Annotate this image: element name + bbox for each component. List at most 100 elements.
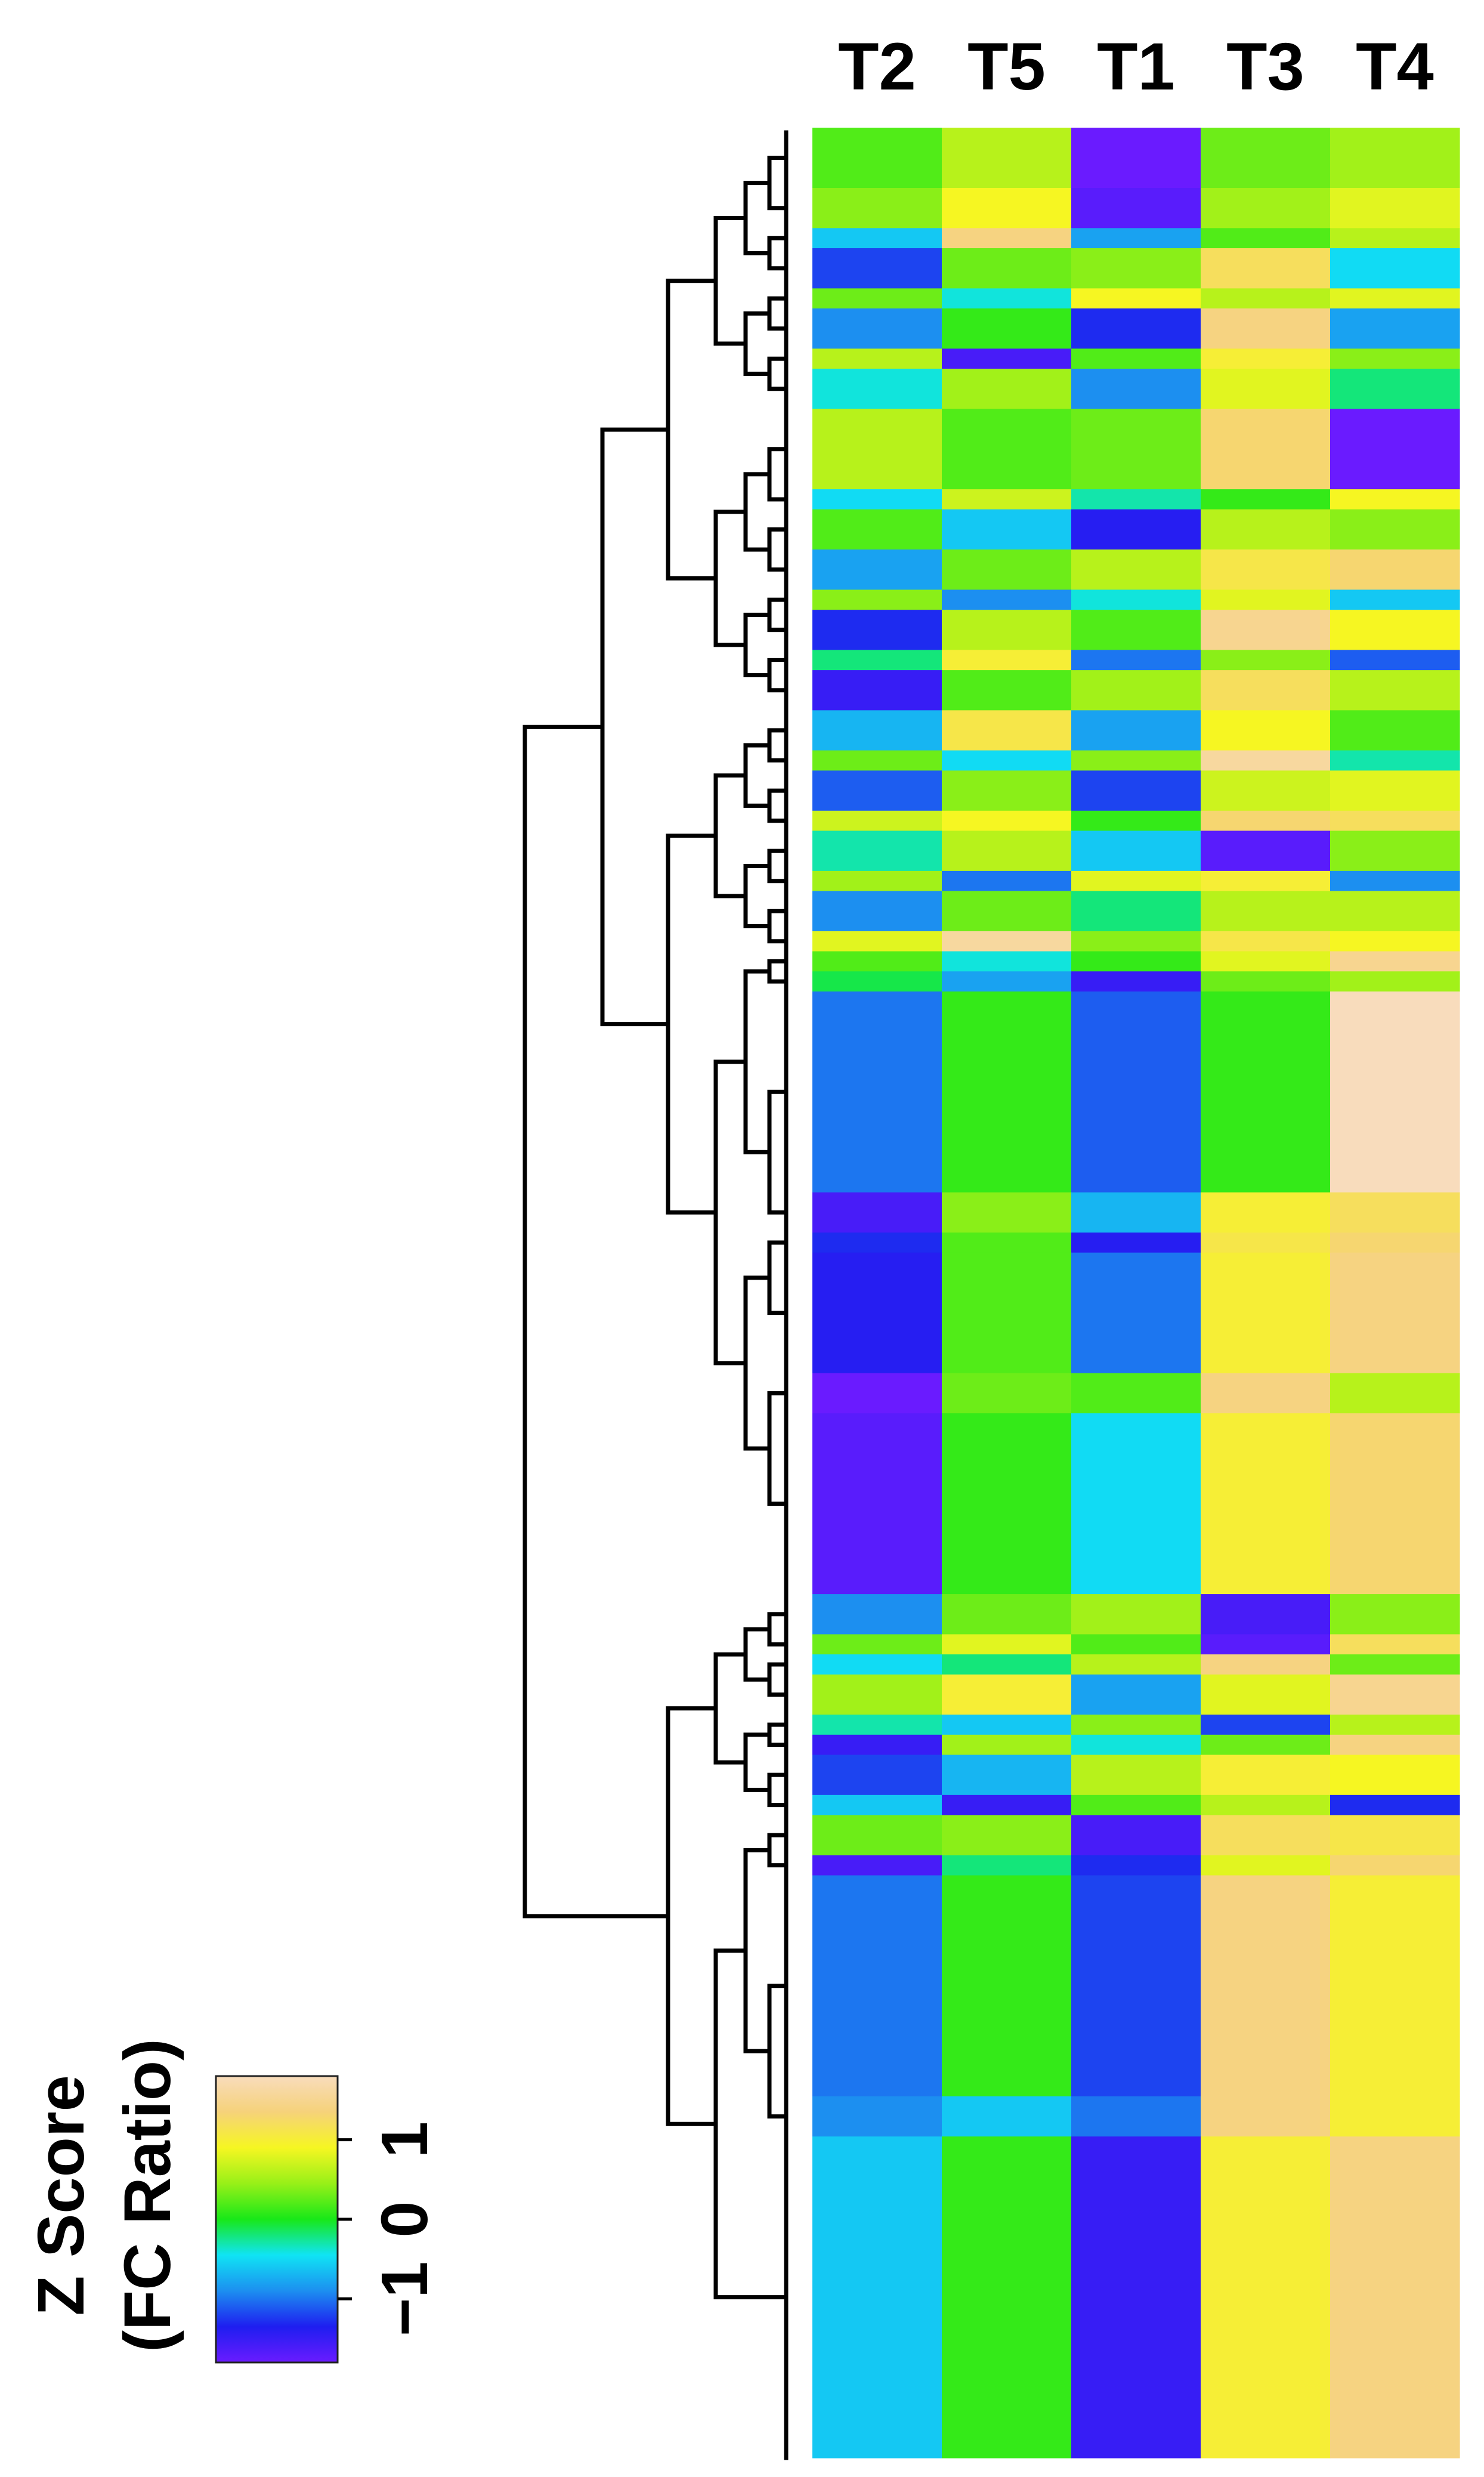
heatmap-cell (812, 288, 942, 309)
dendrogram-link (767, 1612, 789, 1647)
dendrogram-link (743, 1732, 772, 1792)
heatmap-cell (1330, 1654, 1460, 1675)
heatmap-cell (942, 1795, 1072, 1816)
heatmap-cell (1071, 750, 1201, 771)
heatmap-cell (1071, 951, 1201, 972)
heatmap-cell (1071, 509, 1201, 550)
heatmap-cell (942, 188, 1072, 228)
dendrogram-link (713, 773, 748, 898)
heatmap-cell (1071, 489, 1201, 510)
heatmap-cell (1201, 509, 1331, 550)
heatmap-cell (942, 1855, 1072, 1876)
heatmap-cell (1201, 870, 1331, 892)
heatmap-cell (1201, 971, 1331, 992)
heatmap-cell (812, 1815, 942, 1856)
heatmap-cell (812, 710, 942, 751)
dendrogram-link (743, 613, 772, 678)
heatmap-cell (942, 891, 1072, 932)
heatmap-cell (1330, 369, 1460, 410)
heatmap-cell (1330, 1855, 1460, 1876)
dendrogram-link (767, 1984, 789, 2119)
heatmap-cell (812, 2096, 942, 2137)
heatmap-cell (812, 1875, 942, 2097)
heatmap-cell (1071, 670, 1201, 711)
heatmap-cell (942, 2096, 1072, 2137)
heatmap-cell (1201, 1815, 1331, 1856)
heatmap-cell (942, 1875, 1072, 2097)
heatmap-cell (942, 409, 1072, 490)
heatmap-cell (1071, 810, 1201, 832)
heatmap-cell (1201, 810, 1331, 832)
dendrogram-link (743, 472, 772, 552)
heatmap-cell (1330, 770, 1460, 811)
heatmap-cell (1330, 710, 1460, 751)
heatmap-cell (942, 610, 1072, 651)
heatmap-cell (942, 810, 1072, 832)
dendrogram-link (767, 959, 789, 984)
heatmap-cell (1071, 1654, 1201, 1675)
heatmap-cell (1330, 1815, 1460, 1856)
heatmap-cell (942, 1373, 1072, 1414)
heatmap-cell (942, 1755, 1072, 1796)
heatmap-cell (1330, 128, 1460, 189)
dendrogram-link (767, 236, 789, 271)
heatmap-cell (1330, 228, 1460, 249)
heatmap-cell (1071, 409, 1201, 490)
heatmap-cell (1071, 1413, 1201, 1595)
heatmap-cell (812, 409, 942, 490)
heatmap-cell (942, 228, 1072, 249)
column-label-t5: T5 (967, 29, 1046, 104)
heatmap-cell (1330, 1413, 1460, 1595)
heatmap-cell (942, 1634, 1072, 1655)
heatmap-cell (942, 1413, 1072, 1595)
heatmap-cell (812, 891, 942, 932)
dendrogram-link (767, 728, 789, 763)
dendrogram-link (767, 447, 789, 502)
heatmap-cell (1201, 1795, 1331, 1816)
heatmap-cell (1201, 248, 1331, 289)
heatmap-cell (1330, 971, 1460, 992)
heatmap-cell (1330, 1192, 1460, 1233)
heatmap-cell (942, 710, 1072, 751)
heatmap-cell (1201, 770, 1331, 811)
heatmap-cell (1201, 830, 1331, 872)
heatmap-cell (942, 650, 1072, 671)
heatmap-cell (1330, 670, 1460, 711)
row-dendrogram (523, 130, 789, 2460)
heatmap-cell (1201, 1252, 1331, 1374)
heatmap-cell (1201, 1755, 1331, 1796)
heatmap-cell (1201, 288, 1331, 309)
dendrogram-link (713, 1060, 748, 1366)
heatmap-cell (1330, 1232, 1460, 1253)
heatmap-cell (942, 1594, 1072, 1635)
heatmap-cell (1201, 1192, 1331, 1233)
heatmap-cell (1071, 1373, 1201, 1414)
heatmap-cell (1330, 1755, 1460, 1796)
dendrogram-link (743, 863, 772, 928)
dendrogram-link (743, 1627, 772, 1682)
dendrogram-link (767, 296, 789, 331)
heatmap-cell (1330, 810, 1460, 832)
heatmap-cell (1201, 1232, 1331, 1253)
heatmap-cell (1071, 248, 1201, 289)
heatmap-cell (1330, 951, 1460, 972)
heatmap-cell (1201, 549, 1331, 591)
dendrogram-link (767, 597, 789, 632)
heatmap-cell (1330, 1674, 1460, 1715)
heatmap-cell (942, 870, 1072, 892)
heatmap-cell (812, 1634, 942, 1655)
dendrogram-link (666, 1706, 718, 2126)
heatmap-cell (942, 1654, 1072, 1675)
heatmap-cell (1201, 2096, 1331, 2137)
heatmap-cell (812, 549, 942, 591)
heatmap-cell (1071, 891, 1201, 932)
heatmap-cell (1071, 1674, 1201, 1715)
heatmap-cell (1201, 188, 1331, 228)
heatmap-cell (942, 1232, 1072, 1253)
heatmap-cell (812, 128, 942, 189)
heatmap-cell (1071, 188, 1201, 228)
heatmap-cell (812, 308, 942, 349)
heatmap-cell (812, 589, 942, 610)
heatmap-cell (1201, 128, 1331, 189)
heatmap-cell (1071, 128, 1201, 189)
